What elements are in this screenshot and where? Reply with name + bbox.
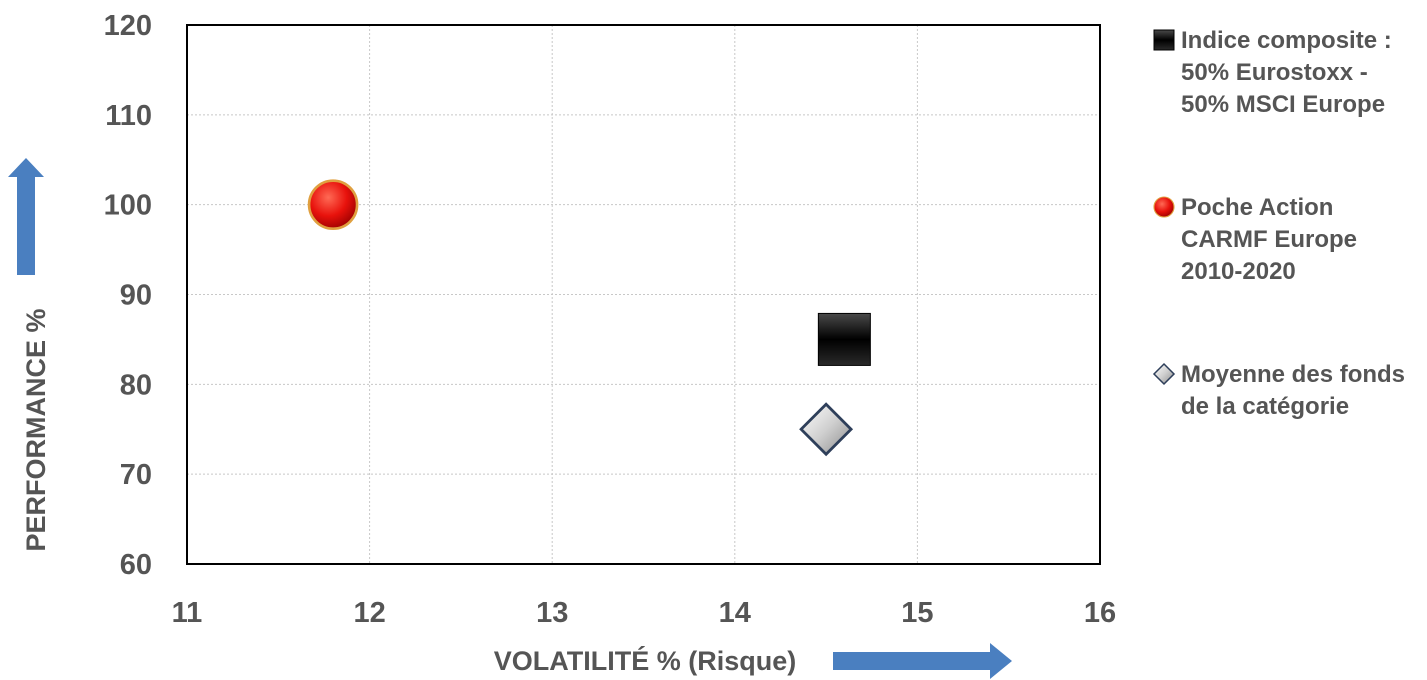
legend-label: de la catégorie bbox=[1181, 393, 1349, 420]
y-tick-label: 80 bbox=[120, 369, 152, 401]
legend-marker-circle bbox=[1153, 196, 1175, 218]
y-tick-label: 70 bbox=[120, 459, 152, 491]
legend-item: Poche Action CARMF Europe 2010-2020 bbox=[1153, 194, 1357, 285]
data-point-square bbox=[817, 312, 871, 366]
legend-label: 2010-2020 bbox=[1181, 258, 1296, 285]
data-point-diamond bbox=[799, 402, 854, 457]
legend-label: CARMF Europe bbox=[1181, 226, 1357, 253]
legend-item: Indice composite : 50% Eurostoxx - 50% MSC… bbox=[1153, 27, 1392, 118]
x-axis-ticks: 11 12 13 14 15 16 bbox=[172, 597, 1116, 629]
y-axis-arrow bbox=[8, 158, 44, 275]
x-tick-label: 16 bbox=[1084, 597, 1116, 629]
y-axis-ticks: 60 70 80 90 100 110 120 bbox=[104, 10, 152, 581]
legend-label: Indice composite : bbox=[1181, 27, 1392, 54]
legend-marker-diamond bbox=[1152, 362, 1176, 386]
legend-label: Poche Action bbox=[1181, 194, 1333, 221]
x-tick-label: 14 bbox=[719, 597, 751, 629]
y-tick-label: 100 bbox=[104, 190, 152, 222]
legend-label: Moyenne des fonds bbox=[1181, 361, 1405, 388]
y-axis-title: PERFORMANCE % bbox=[21, 308, 51, 551]
legend-marker-square bbox=[1153, 29, 1175, 51]
y-tick-label: 60 bbox=[120, 549, 152, 581]
x-tick-label: 15 bbox=[901, 597, 933, 629]
x-tick-label: 13 bbox=[536, 597, 568, 629]
y-tick-label: 90 bbox=[120, 280, 152, 312]
y-tick-label: 120 bbox=[104, 10, 152, 42]
y-tick-label: 110 bbox=[105, 100, 152, 132]
data-points bbox=[307, 179, 871, 457]
grid-lines bbox=[187, 25, 1100, 564]
plot-area-frame bbox=[186, 24, 1101, 565]
x-tick-label: 11 bbox=[172, 597, 203, 629]
legend: Indice composite : 50% Eurostoxx - 50% MSC… bbox=[1152, 27, 1405, 420]
x-axis-arrow bbox=[833, 643, 1012, 679]
x-axis-title: VOLATILITÉ % (Risque) bbox=[494, 645, 797, 676]
legend-label: 50% Eurostoxx - bbox=[1181, 59, 1368, 86]
x-tick-label: 12 bbox=[353, 597, 385, 629]
data-point-circle bbox=[307, 179, 359, 231]
legend-label: 50% MSCI Europe bbox=[1181, 91, 1385, 118]
legend-item: Moyenne des fonds de la catégorie bbox=[1152, 361, 1405, 420]
